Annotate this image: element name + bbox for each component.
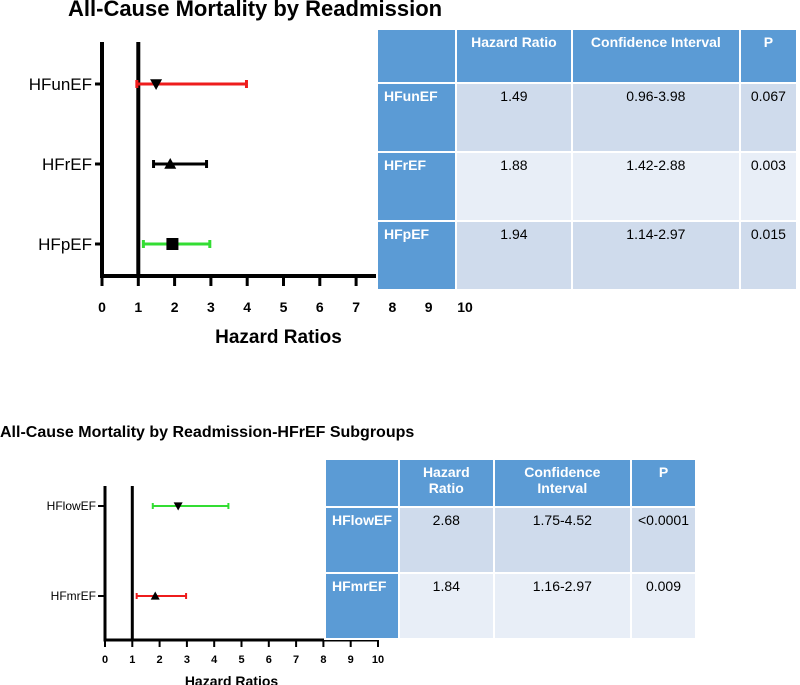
row-hazard-ratio: 1.84: [397, 572, 495, 640]
y-category-label: HFpEF: [38, 235, 92, 254]
row-p-value: <0.0001: [629, 506, 698, 574]
hazard-table-main: Hazard Ratio Confidence Interval P HFunE…: [376, 28, 799, 291]
table-header-hazard-ratio: Hazard Ratio: [397, 458, 495, 508]
hr-marker-triangle-up: [164, 158, 177, 169]
row-hazard-ratio: 1.94: [454, 220, 573, 291]
x-tick-label: 9: [348, 654, 354, 666]
table-header-confidence-interval: Confidence Interval: [570, 28, 741, 84]
x-tick-label: 10: [457, 299, 473, 315]
hazard-table-subgroups: Hazard Ratio Confidence Interval P HFlow…: [324, 458, 698, 640]
x-tick-label: 8: [389, 299, 397, 315]
table-header-blank: [324, 458, 400, 508]
table-header-blank: [376, 28, 457, 84]
row-confidence-interval: 1.75-4.52: [492, 506, 632, 574]
table-header-p: P: [629, 458, 698, 508]
x-tick-label: 0: [102, 654, 108, 666]
x-tick-label: 7: [352, 299, 360, 315]
row-p-value: 0.067: [738, 82, 799, 153]
table-header-hazard-ratio: Hazard Ratio: [454, 28, 573, 84]
x-tick-label: 3: [207, 299, 215, 315]
row-confidence-interval: 1.14-2.97: [570, 220, 741, 291]
hr-marker-triangle-down: [150, 79, 163, 90]
x-tick-label: 1: [134, 299, 142, 315]
table-row: HFpEF 1.94 1.14-2.97 0.015: [376, 220, 799, 291]
row-confidence-interval: 0.96-3.98: [570, 82, 741, 153]
row-hazard-ratio: 1.49: [454, 82, 573, 153]
chart-title-subgroups: All-Cause Mortality by Readmission-HFrEF…: [0, 424, 415, 441]
row-group: HFpEF: [376, 220, 457, 291]
row-group: HFrEF: [376, 151, 457, 222]
hr-marker-triangle-down: [173, 502, 183, 511]
x-tick-label: 5: [280, 299, 288, 315]
x-tick-label: 4: [211, 654, 218, 666]
chart-title-main: All-Cause Mortality by Readmission: [68, 0, 443, 21]
x-tick-label: 1: [129, 654, 135, 666]
x-axis-label: Hazard Ratios: [215, 327, 342, 348]
x-tick-label: 5: [238, 654, 244, 666]
table-row: HFlowEF 2.68 1.75-4.52 <0.0001: [324, 506, 698, 574]
x-tick-label: 6: [316, 299, 324, 315]
x-tick-label: 9: [425, 299, 433, 315]
x-tick-label: 4: [243, 299, 251, 315]
x-axis-label: Hazard Ratios: [185, 673, 279, 685]
y-category-label: HFrEF: [42, 155, 92, 174]
row-hazard-ratio: 1.88: [454, 151, 573, 222]
row-group: HFmrEF: [324, 572, 400, 640]
row-p-value: 0.003: [738, 151, 799, 222]
row-confidence-interval: 1.16-2.97: [492, 572, 632, 640]
table-row: HFunEF 1.49 0.96-3.98 0.067: [376, 82, 799, 153]
row-group: HFlowEF: [324, 506, 400, 574]
y-category-label: HFunEF: [29, 75, 92, 94]
row-confidence-interval: 1.42-2.88: [570, 151, 741, 222]
x-tick-label: 7: [293, 654, 299, 666]
row-group: HFunEF: [376, 82, 457, 153]
row-hazard-ratio: 2.68: [397, 506, 495, 574]
table-row: HFrEF 1.88 1.42-2.88 0.003: [376, 151, 799, 222]
x-tick-label: 2: [157, 654, 163, 666]
x-tick-label: 8: [320, 654, 326, 666]
y-category-label: HFlowEF: [47, 499, 96, 513]
x-tick-label: 2: [171, 299, 179, 315]
table-header-p: P: [738, 28, 799, 84]
row-p-value: 0.015: [738, 220, 799, 291]
x-tick-label: 0: [98, 299, 106, 315]
hr-marker-triangle-up: [150, 591, 160, 600]
x-tick-label: 3: [184, 654, 190, 666]
row-p-value: 0.009: [629, 572, 698, 640]
x-tick-label: 10: [372, 654, 384, 666]
table-row: HFmrEF 1.84 1.16-2.97 0.009: [324, 572, 698, 640]
x-tick-label: 6: [266, 654, 272, 666]
table-header-confidence-interval: Confidence Interval: [492, 458, 632, 508]
y-category-label: HFmrEF: [51, 589, 96, 603]
hr-marker-square: [166, 238, 179, 250]
